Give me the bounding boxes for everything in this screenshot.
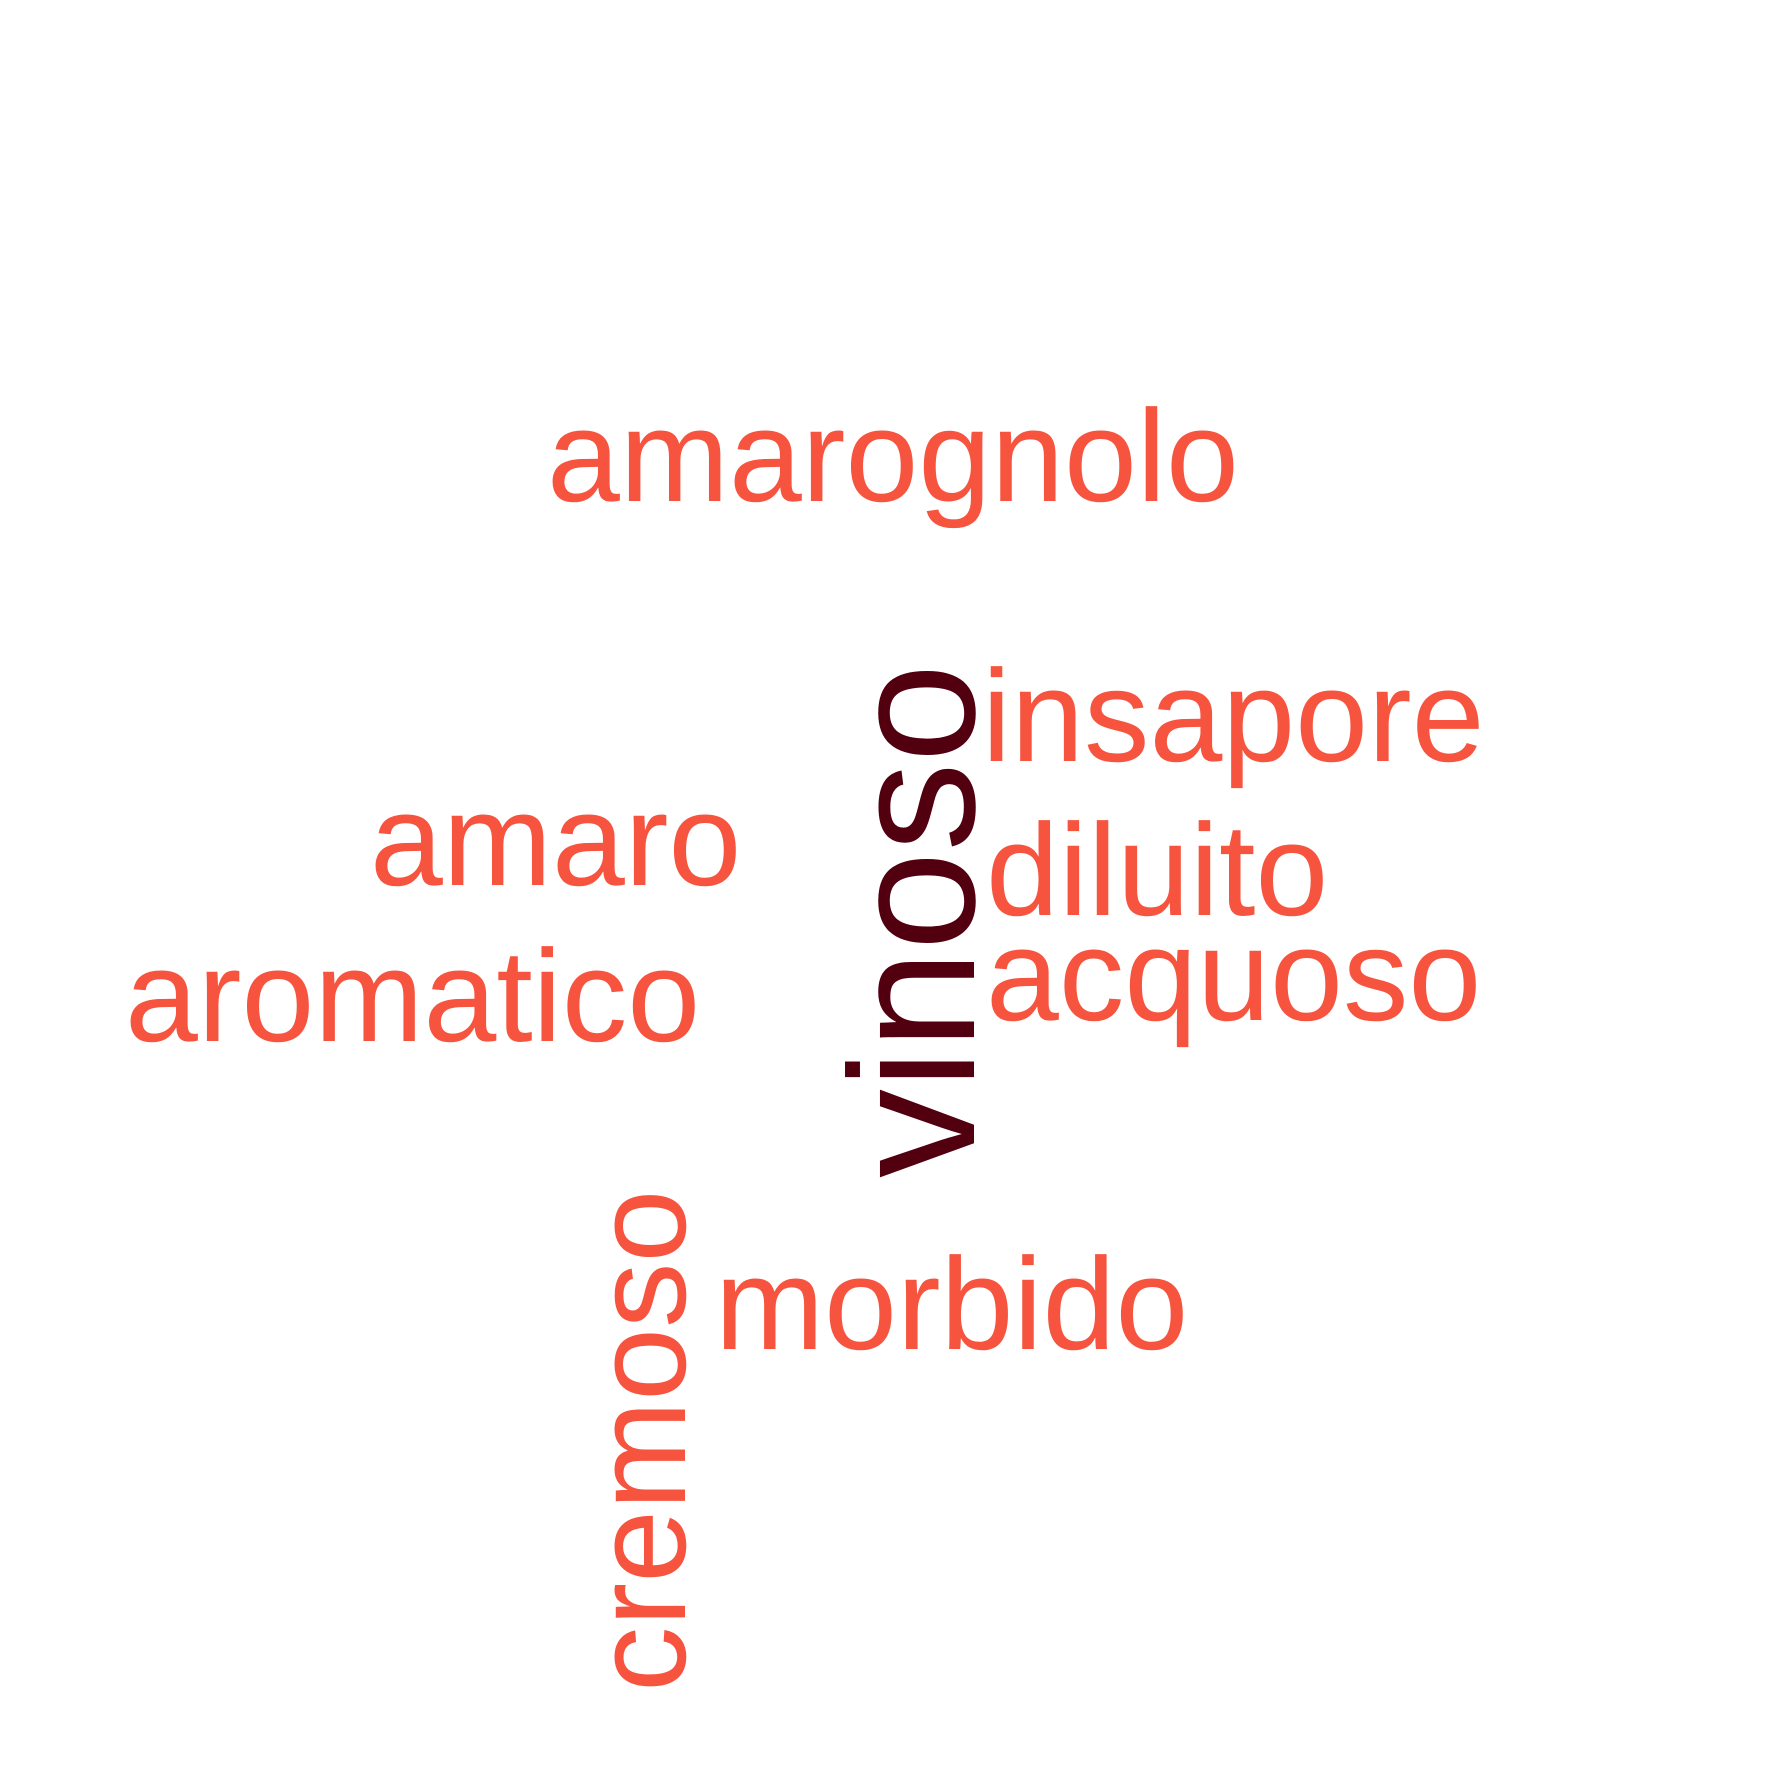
- word-aromatico: aromatico: [125, 922, 701, 1069]
- word-cremoso: cremoso: [566, 1189, 713, 1692]
- word-acquoso: acquoso: [986, 901, 1482, 1048]
- word-morbido: morbido: [715, 1230, 1189, 1377]
- word-amaro: amaro: [370, 766, 742, 913]
- word-amarognolo: amarognolo: [547, 382, 1239, 529]
- word-diluito: diluito: [986, 796, 1329, 943]
- word-insapore: insapore: [982, 642, 1485, 789]
- word-vinoso: vinoso: [813, 663, 1012, 1178]
